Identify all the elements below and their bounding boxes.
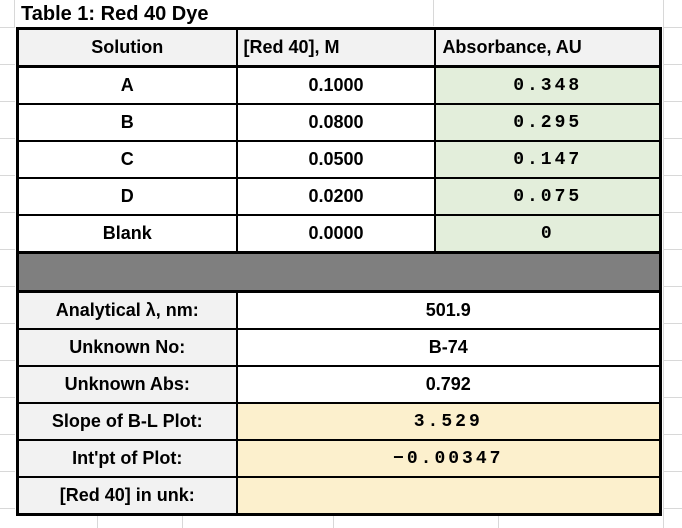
gridline <box>433 0 434 26</box>
gridline <box>97 512 98 528</box>
gridline <box>182 512 183 528</box>
table-row: D 0.0200 0.075 <box>16 177 662 216</box>
concentration-cell[interactable]: 0.0200 <box>235 177 437 216</box>
header-concentration[interactable]: [Red 40], M <box>235 27 437 68</box>
summary-value-slope[interactable]: 3.529 <box>235 402 662 441</box>
table-row: A 0.1000 0.348 <box>16 65 662 105</box>
summary-row: Analytical λ, nm: 501.9 <box>16 290 662 330</box>
summary-label-wavelength[interactable]: Analytical λ, nm: <box>16 290 238 330</box>
sheet-title: Table 1: Red 40 Dye <box>21 3 209 25</box>
separator-band <box>16 251 662 293</box>
absorbance-cell[interactable]: 0 <box>434 214 662 254</box>
solution-cell[interactable]: A <box>16 65 238 105</box>
gridline <box>333 512 334 528</box>
table-header-row: Solution [Red 40], M Absorbance, AU <box>16 27 662 68</box>
summary-row: Unknown No: B-74 <box>16 328 662 367</box>
gridline <box>498 512 499 528</box>
summary-label-unknown-no[interactable]: Unknown No: <box>16 328 238 367</box>
gridline <box>0 27 15 528</box>
solution-cell[interactable]: B <box>16 103 238 142</box>
concentration-cell[interactable]: 0.0800 <box>235 103 437 142</box>
concentration-cell[interactable]: 0.0500 <box>235 140 437 179</box>
summary-value-wavelength[interactable]: 501.9 <box>235 290 662 330</box>
absorbance-cell[interactable]: 0.147 <box>434 140 662 179</box>
concentration-cell[interactable]: 0.1000 <box>235 65 437 105</box>
gridline <box>14 0 15 27</box>
summary-row: Unknown Abs: 0.792 <box>16 365 662 404</box>
absorbance-cell[interactable]: 0.075 <box>434 177 662 216</box>
summary-value-intercept[interactable]: −0.00347 <box>235 439 662 478</box>
gridline <box>663 0 664 528</box>
gridline <box>664 27 682 528</box>
summary-label-unknown-abs[interactable]: Unknown Abs: <box>16 365 238 404</box>
summary-label-intercept[interactable]: Int'pt of Plot: <box>16 439 238 478</box>
summary-row: [Red 40] in unk: <box>16 476 662 516</box>
solution-cell[interactable]: Blank <box>16 214 238 254</box>
solution-cell[interactable]: C <box>16 140 238 179</box>
header-solution[interactable]: Solution <box>16 27 238 68</box>
absorbance-cell[interactable]: 0.295 <box>434 103 662 142</box>
summary-value-red40-unknown[interactable] <box>235 476 662 516</box>
summary-label-slope[interactable]: Slope of B-L Plot: <box>16 402 238 441</box>
table-row: C 0.0500 0.147 <box>16 140 662 179</box>
summary-value-unknown-no[interactable]: B-74 <box>235 328 662 367</box>
solution-cell[interactable]: D <box>16 177 238 216</box>
separator-row <box>16 251 662 293</box>
summary-row: Int'pt of Plot: −0.00347 <box>16 439 662 478</box>
table-row: B 0.0800 0.295 <box>16 103 662 142</box>
concentration-cell[interactable]: 0.0000 <box>235 214 437 254</box>
summary-label-red40-unknown[interactable]: [Red 40] in unk: <box>16 476 238 516</box>
solutions-table: Solution [Red 40], M Absorbance, AU A 0.… <box>16 27 662 516</box>
table-row: Blank 0.0000 0 <box>16 214 662 254</box>
summary-row: Slope of B-L Plot: 3.529 <box>16 402 662 441</box>
header-absorbance[interactable]: Absorbance, AU <box>434 27 662 68</box>
summary-value-unknown-abs[interactable]: 0.792 <box>235 365 662 404</box>
absorbance-cell[interactable]: 0.348 <box>434 65 662 105</box>
